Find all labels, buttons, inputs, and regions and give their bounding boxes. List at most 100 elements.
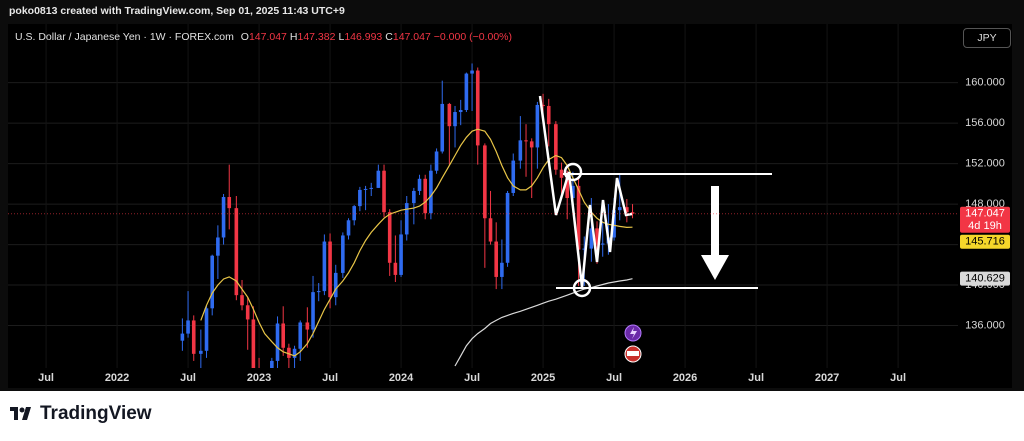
candle-body [571,185,575,199]
ohlc: O147.047 H147.382 L146.993 C147.047 [237,31,431,43]
candle-body [404,203,409,235]
candle-body [612,210,616,238]
candle-body [234,208,239,296]
x-tick-label: Jul [464,372,480,384]
candle-body [270,360,274,368]
candle-body [546,105,551,125]
symbol-title: U.S. Dollar / Japanese Yen · 1W · FOREX.… [15,31,234,43]
change: −0.000 (−0.00%) [433,31,512,43]
candle-body [458,110,463,113]
x-tick-label: Jul [180,372,196,384]
candle-body [529,141,534,148]
candle-body [488,218,493,242]
candle-body [287,347,291,358]
user-drawings [538,95,772,363]
candle-body [565,177,570,199]
x-tick-label: 2022 [105,372,129,384]
candle-body [589,228,594,249]
candle-body [630,212,635,214]
circle-marker [572,278,592,298]
ohlc-value: 147.382 [297,31,336,43]
candle-body [625,207,629,213]
candle-body [251,319,256,368]
credit: poko0813 created with TradingView.com, S… [9,5,345,17]
candle-body [245,305,250,320]
candle-body [434,151,439,171]
candle-body [199,350,203,354]
candle-body [305,322,310,330]
logo-part [19,407,25,413]
ohlc-key: O [240,31,249,43]
grid [8,24,958,368]
candle-body [346,220,351,236]
candle-body [333,272,338,298]
candle-body [227,197,232,209]
candle-body [453,112,457,127]
candle-body [210,255,215,309]
candle-body [554,124,558,170]
y-tick-label: 152.000 [965,158,1005,170]
candle-body [470,70,474,74]
flag-icon-stripe [627,351,639,356]
arrow-shaft [711,186,719,256]
candle-body [298,322,303,349]
price-tag-box [960,206,1010,233]
currency-button[interactable]: JPY [963,28,1011,48]
candle-body [518,140,523,161]
candle-body [500,262,504,277]
price-tag-label: 145.716 [965,236,1005,248]
candle-body [393,262,398,275]
candle-body [376,170,381,188]
arrow-head [701,255,729,280]
candle-body [387,212,392,263]
candle-body [363,188,368,190]
candle-body [358,189,362,207]
brand: TradingView [40,403,152,424]
candle-body [582,248,587,250]
moving-average-line [200,128,633,357]
ohlc-value: 146.993 [344,31,383,43]
brand-logo [10,407,31,420]
x-tick-label: Jul [38,372,54,384]
candle-body [281,323,286,348]
y-tick-label: 160.000 [965,77,1005,89]
candle-body [341,235,345,273]
candle-body [191,320,196,354]
candle-body [505,192,510,263]
candle-body [311,292,315,330]
candle-body [417,178,422,191]
candle-body [369,187,374,189]
candle-body [483,145,487,219]
plot-area [8,24,1012,388]
price-tag-countdown: 4d 19h [968,220,1002,232]
candle-body [399,234,403,275]
ohlc-key: L [338,31,345,43]
y-tick-label: 136.000 [965,319,1005,331]
candle-body [382,170,386,213]
candle-body [440,103,445,152]
price-tag-label: 140.629 [965,273,1005,285]
candle-body [600,243,605,245]
candle-body [352,206,357,221]
y-tick-label: 156.000 [965,117,1005,129]
logo-part [22,407,31,420]
candle-body [576,185,581,250]
candle-body [447,103,452,127]
moving-average-line [454,278,633,367]
candle-body [180,333,185,341]
x-tick-label: Jul [748,372,764,384]
candle-body [412,190,416,204]
candle-body [275,323,280,361]
plot [180,63,635,368]
candle-body [240,295,244,306]
candle-body [423,178,428,214]
candle-body [617,207,622,211]
logo-part [14,407,18,420]
x-tick-label: 2023 [247,372,271,384]
x-tick-label: Jul [890,372,906,384]
candle-body [204,308,209,351]
candle-body [322,241,327,292]
candle-body [524,140,528,142]
x-tick-label: 2027 [815,372,839,384]
x-tick-label: Jul [606,372,622,384]
